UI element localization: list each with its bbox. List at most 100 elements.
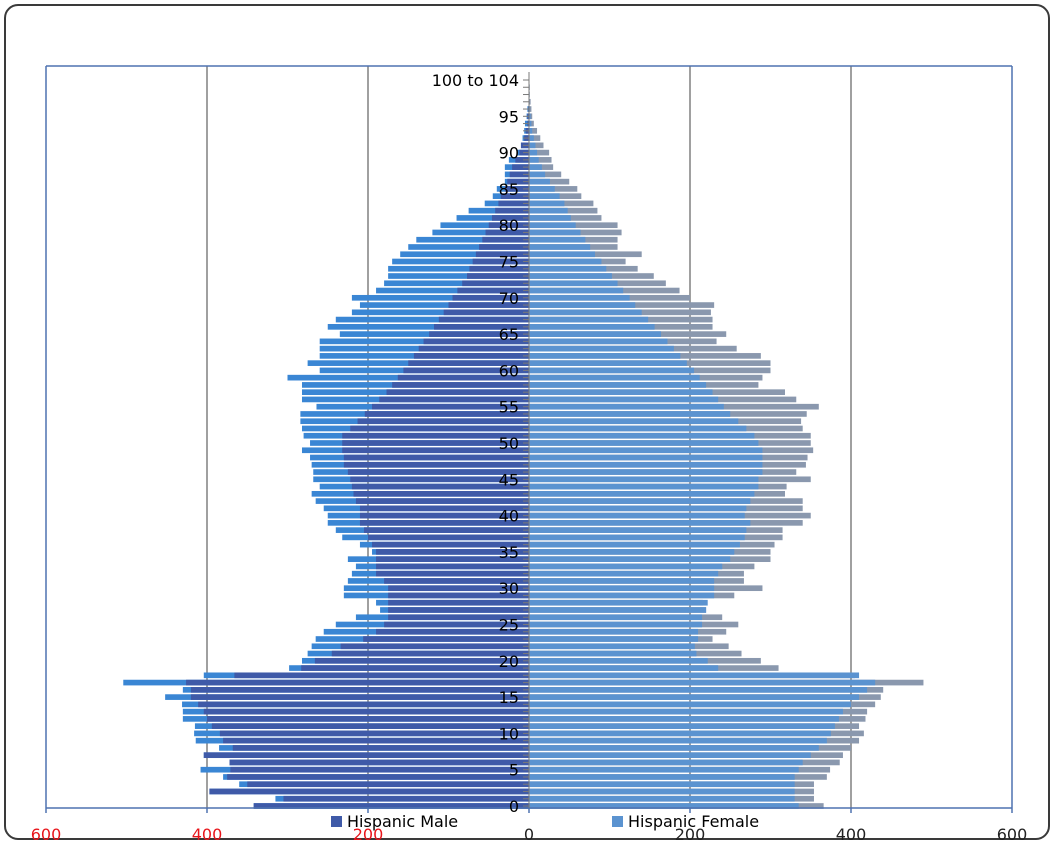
age-tick-label: 50 (499, 434, 519, 453)
age-tick-label: 75 (499, 253, 519, 272)
bar-female (529, 367, 695, 374)
bar-female (529, 527, 747, 533)
bar-female (529, 425, 747, 432)
bar-male (207, 716, 529, 722)
population-tick-labels: 600 400 200 0 200 400 600 (31, 825, 1028, 844)
bar-male (376, 549, 529, 555)
legend-swatch-male (331, 816, 342, 827)
bar-male (509, 171, 529, 178)
bar-female (529, 512, 745, 519)
bar-female (529, 360, 687, 366)
bar-male (504, 186, 529, 192)
bar-female (529, 476, 759, 483)
bar-female-outer (529, 98, 531, 105)
bar-female (529, 287, 624, 294)
bar-male (227, 774, 529, 780)
bar-male (203, 708, 529, 715)
bar-female (529, 687, 868, 693)
bar-male (351, 483, 529, 490)
bar-male (359, 505, 529, 512)
bar-female (529, 490, 755, 497)
bar-male (457, 287, 529, 294)
bar-male (355, 498, 529, 504)
age-tick-label: 90 (499, 144, 519, 163)
bar-male-outer (416, 236, 529, 243)
bar-male (223, 737, 529, 744)
bar-female (529, 396, 719, 403)
bar-female (529, 672, 860, 679)
bar-female (529, 795, 795, 802)
bar-female (529, 781, 795, 788)
bar-female (529, 222, 576, 229)
age-tick-label: 25 (499, 616, 519, 635)
bar-male (448, 302, 529, 308)
bar-female (529, 229, 581, 236)
bar-male (209, 788, 530, 795)
bar-male (342, 432, 529, 439)
bar-male (472, 258, 529, 265)
bar-male-outer (335, 316, 529, 323)
bar-female (529, 454, 763, 461)
bar-male (229, 759, 530, 766)
bar-male (363, 527, 529, 533)
bars (123, 84, 924, 809)
bar-male-outer (388, 273, 529, 279)
age-tick-label: 55 (499, 398, 519, 417)
bar-female (529, 679, 876, 686)
bar-female (529, 723, 835, 729)
bar-male (485, 229, 529, 236)
bar-female (529, 273, 612, 279)
x-tick-label: 400 (836, 825, 867, 844)
bar-female (529, 788, 795, 795)
bar-female (529, 331, 662, 337)
bar-male (331, 650, 529, 657)
bar-male (491, 215, 529, 221)
age-tick-label: 70 (499, 289, 519, 308)
bar-male (359, 520, 529, 526)
bar-female (529, 520, 751, 526)
bar-female (529, 135, 534, 141)
age-tick-label: 40 (499, 507, 519, 526)
bar-female (529, 592, 715, 599)
age-tick-label: 0 (509, 797, 519, 816)
bar-male (388, 614, 529, 621)
bar-male (507, 178, 529, 185)
bar-male (234, 672, 529, 679)
bar-male-outer (400, 251, 529, 258)
bar-male (512, 164, 529, 170)
bar-female-outer (529, 157, 552, 163)
bar-female (529, 200, 565, 207)
bar-female (529, 585, 715, 592)
bar-female (529, 302, 636, 308)
bar-male (350, 425, 529, 432)
bar-female (529, 251, 596, 258)
bar-male (364, 411, 529, 417)
axes (45, 72, 1013, 813)
age-tick-label: 80 (499, 216, 519, 235)
bar-female (529, 149, 538, 156)
bar-male (372, 403, 529, 410)
bar-male (388, 585, 529, 592)
bar-female (529, 752, 811, 759)
bar-male-outer (376, 287, 529, 294)
bar-female (529, 324, 655, 330)
bar-male (198, 701, 529, 708)
bar-female-outer (529, 149, 550, 156)
bar-female (529, 142, 536, 149)
x-tick-label: 0 (524, 825, 534, 844)
bar-male-outer (392, 258, 529, 265)
bar-male (186, 679, 529, 686)
bar-male (342, 447, 529, 454)
bar-female (529, 265, 607, 272)
bar-female (529, 701, 851, 708)
bar-male (488, 222, 529, 229)
age-tick-label: 10 (499, 724, 519, 743)
legend-label-female: Hispanic Female (628, 812, 759, 831)
bar-male (495, 207, 529, 214)
bar-female (529, 556, 731, 562)
bar-female-outer (529, 135, 541, 141)
bar-male (350, 476, 529, 483)
bar-male (438, 316, 529, 323)
bar-female (529, 636, 699, 642)
